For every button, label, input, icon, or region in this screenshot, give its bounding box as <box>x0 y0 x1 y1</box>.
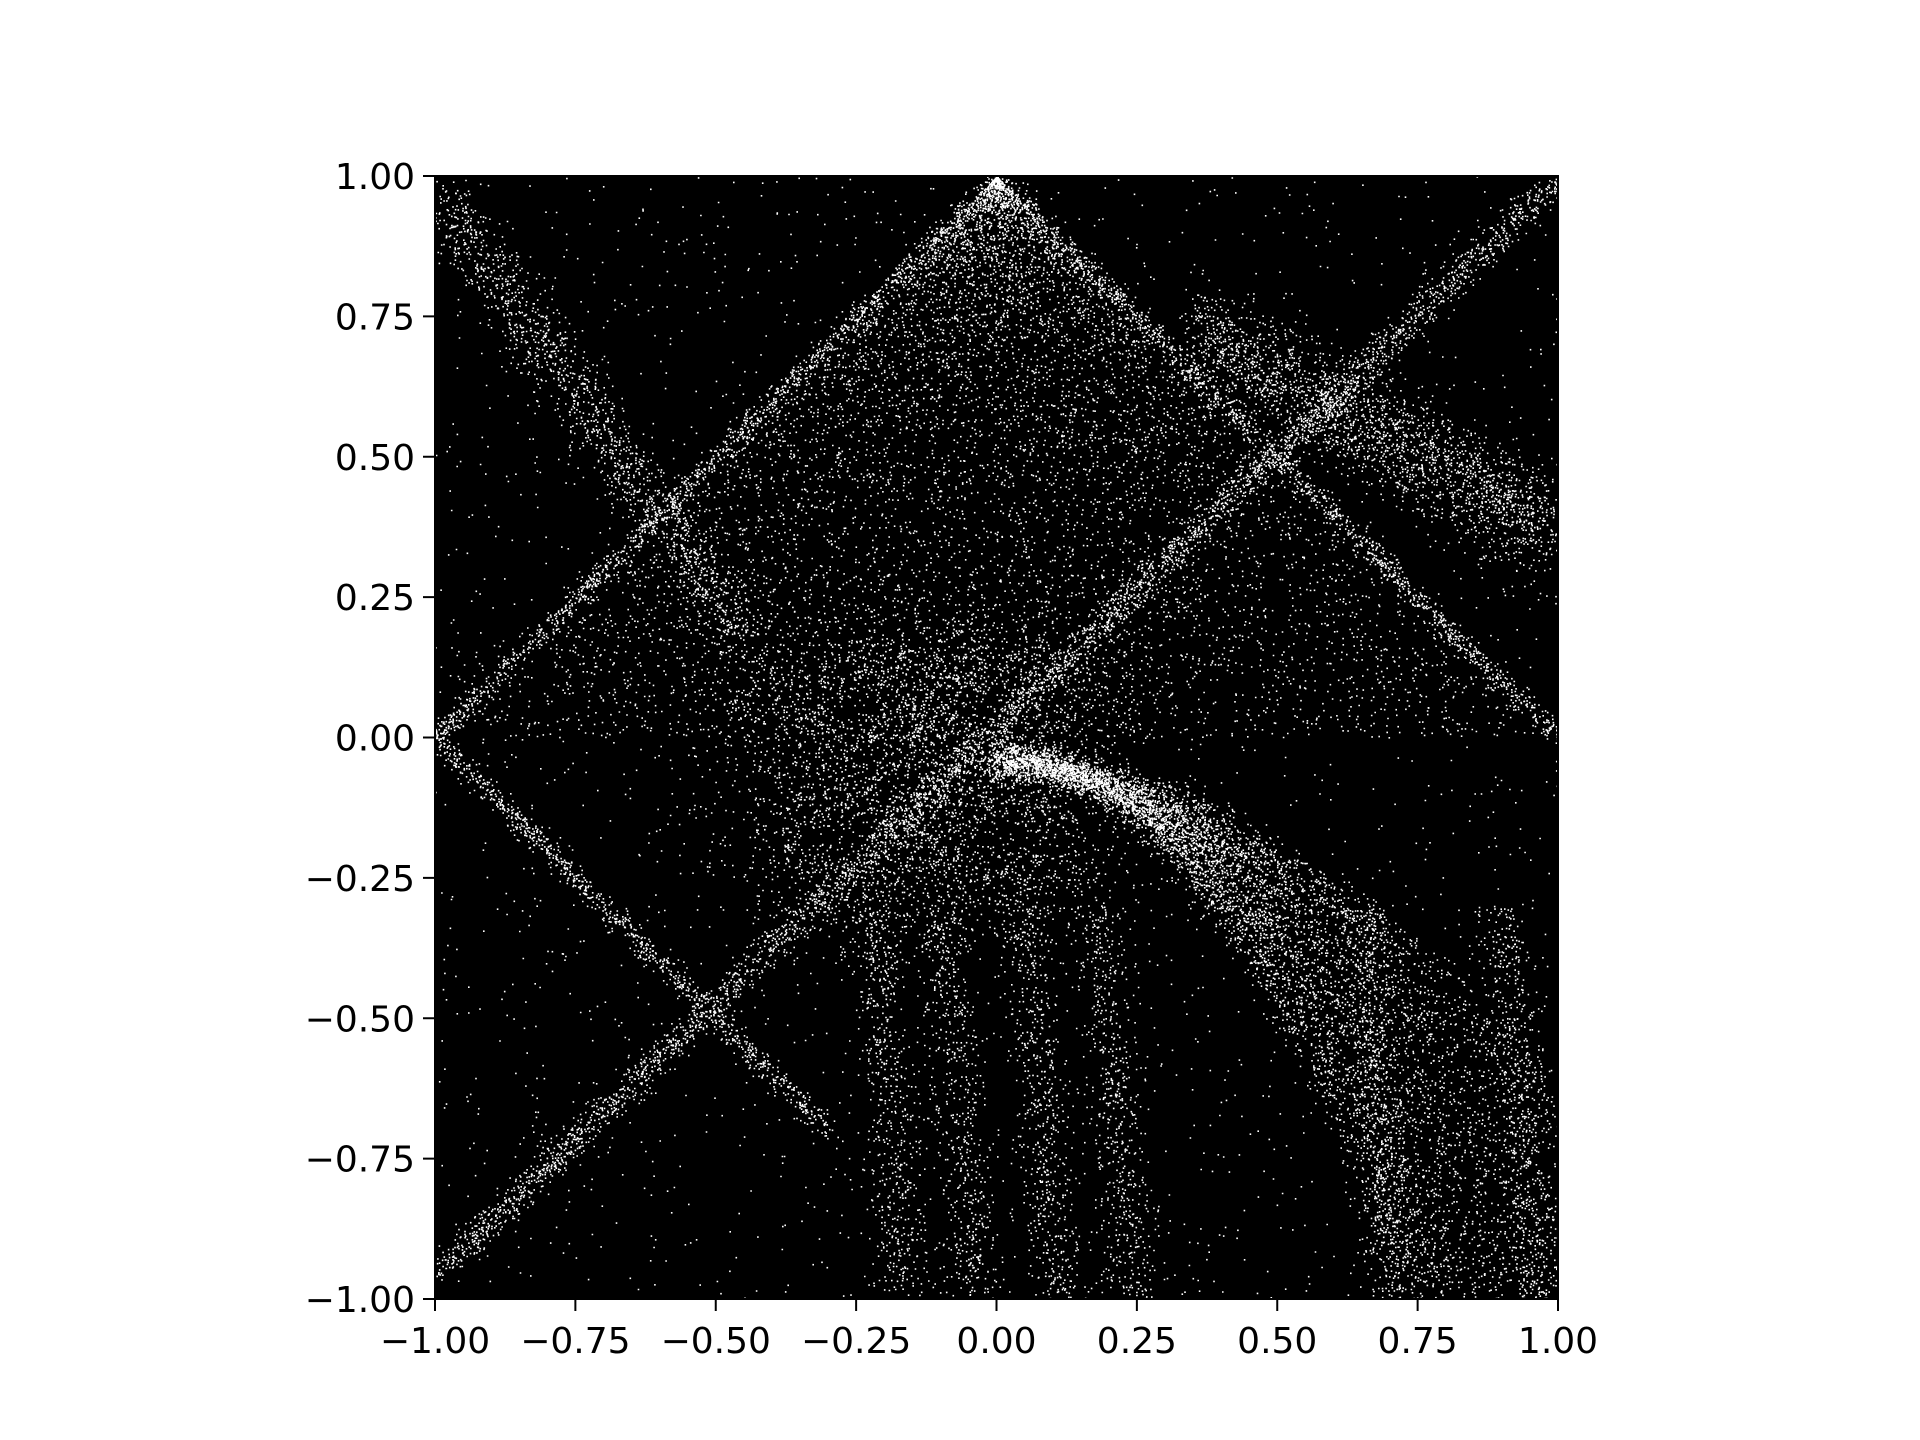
x-tick-label: 1.00 <box>1518 1321 1598 1362</box>
x-tick-label: −0.75 <box>520 1321 630 1362</box>
x-tick-label: −0.25 <box>801 1321 911 1362</box>
y-axis: −1.00 −0.75 −0.50 −0.25 0.00 0.25 0.50 0.75 1.00 <box>305 157 435 1321</box>
x-tick-label: 0.25 <box>1097 1321 1177 1362</box>
y-tick-label: 0.25 <box>335 578 415 619</box>
scatter-points <box>435 176 1558 1299</box>
y-tick-label: 0.00 <box>335 719 415 760</box>
plot-background <box>435 176 1558 1299</box>
x-tick-label: 0.50 <box>1237 1321 1317 1362</box>
scatter-point-cloud <box>435 176 1558 1299</box>
x-tick-label: 0.00 <box>956 1321 1036 1362</box>
x-tick-label: −0.50 <box>661 1321 771 1362</box>
y-tick-label: 0.75 <box>335 297 415 338</box>
y-tick-label: −0.50 <box>305 999 415 1040</box>
y-tick-label: 0.50 <box>335 438 415 479</box>
y-tick-label: −1.00 <box>305 1280 415 1321</box>
y-tick-label: −0.25 <box>305 859 415 900</box>
y-tick-label: 1.00 <box>335 157 415 198</box>
x-tick-label: 0.75 <box>1378 1321 1458 1362</box>
x-tick-label: −1.00 <box>380 1321 490 1362</box>
y-tick-label: −0.75 <box>305 1140 415 1181</box>
x-axis: −1.00 −0.75 −0.50 −0.25 0.00 0.25 0.50 0.75 1.00 <box>380 1299 1598 1362</box>
plot-area <box>435 176 1558 1299</box>
